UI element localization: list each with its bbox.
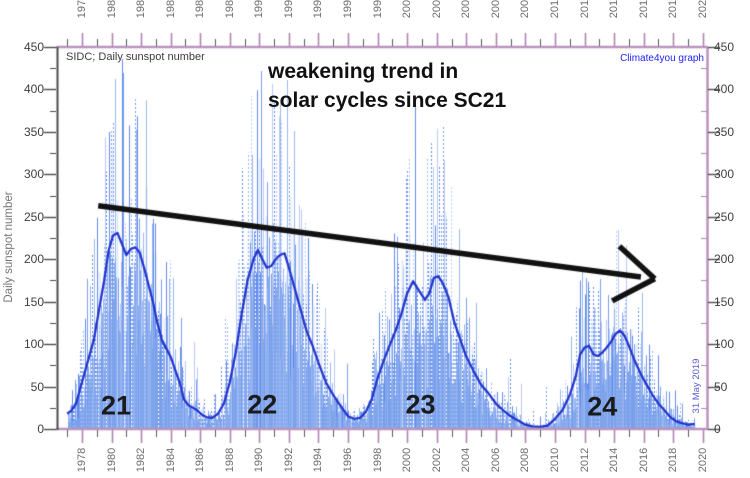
y-tick-label: 400 [714,82,735,97]
x-tick-label: 1996 [342,447,355,473]
annotation-text: weakening trend in solar cycles since SC… [268,57,506,115]
cycle-label-21: 21 [100,390,131,421]
x-tick-label: 1978 [75,0,88,19]
x-tick-label: 1986 [194,0,207,19]
x-tick-label: 2008 [519,0,532,19]
x-tick-label: 1980 [105,0,118,19]
x-tick-label: 2002 [430,447,443,473]
x-tick-label: 1996 [342,0,355,19]
x-tick-label: 2016 [637,447,650,473]
x-tick-label: 2000 [401,447,414,473]
x-tick-label: 1984 [164,0,177,19]
y-tick-label: 200 [23,252,44,267]
x-tick-label: 1982 [135,447,148,473]
x-tick-label: 1990 [253,447,266,473]
x-tick-label: 2012 [578,0,591,19]
x-tick-label: 2006 [489,0,502,19]
y-tick-label: 100 [23,337,44,352]
x-tick-label: 1994 [312,0,325,19]
y-tick-label: 450 [714,40,735,54]
y-tick-label: 0 [37,422,44,436]
x-tick-label: 2006 [489,447,502,473]
x-tick-label: 2010 [549,447,561,473]
x-tick-label: 2008 [519,447,532,473]
y-tick-label: 50 [714,379,728,394]
x-tick-label: 2000 [401,0,414,19]
y-tick-label: 250 [23,209,44,224]
y-tick-label: 300 [23,167,44,182]
x-tick-label: 1988 [223,0,236,19]
x-tick-label: 2014 [608,0,621,19]
x-tick-label: 2018 [667,447,680,473]
y-tick-label: 350 [23,124,44,139]
y-tick-label: 450 [23,40,44,54]
y-tick-label: 200 [714,252,735,267]
y-tick-label: 400 [23,82,44,97]
y-tick-label: 0 [714,422,721,436]
cycle-label-22: 22 [247,389,278,420]
annotation-line1: weakening trend in [268,60,459,83]
credit-label: Climate4you graph [620,53,704,64]
x-tick-label: 2012 [578,447,591,473]
date-note: 31 May 2019 [691,358,702,414]
x-tick-label: 1992 [282,447,295,473]
x-tick-label: 1984 [164,447,177,473]
y-tick-label: 150 [23,294,44,309]
x-tick-label: 1980 [105,447,118,473]
x-tick-label: 1992 [282,0,295,19]
y-tick-label: 350 [714,124,735,139]
x-tick-label: 1978 [75,447,88,473]
x-tick-label: 1990 [253,0,266,19]
x-tick-label: 1988 [223,447,236,473]
x-tick-label: 2010 [549,0,561,19]
y-tick-label: 300 [714,167,735,182]
x-tick-label: 2004 [460,447,473,473]
y-tick-label: 50 [30,379,44,394]
x-tick-label: 1998 [371,447,384,473]
x-tick-label: 2004 [460,0,473,19]
y-tick-label: 150 [714,294,735,309]
x-tick-label: 1982 [135,0,148,19]
x-tick-label: 2020 [696,447,709,473]
x-tick-label: 2018 [667,0,680,19]
cycle-label-23: 23 [405,389,436,420]
x-tick-label: 2002 [430,0,443,19]
x-tick-label: 1994 [312,447,325,473]
source-label: SIDC; Daily sunspot number [66,51,205,63]
x-tick-label: 1998 [371,0,384,19]
x-tick-label: 2014 [608,447,621,473]
x-tick-label: 1986 [194,447,207,473]
annotation-line2: solar cycles since SC21 [268,89,507,112]
x-tick-label: 2020 [696,0,709,19]
y-tick-label: 100 [714,337,735,352]
x-tick-label: 2016 [637,0,650,19]
cycle-label-24: 24 [587,391,618,422]
y-tick-label: 250 [714,209,735,224]
